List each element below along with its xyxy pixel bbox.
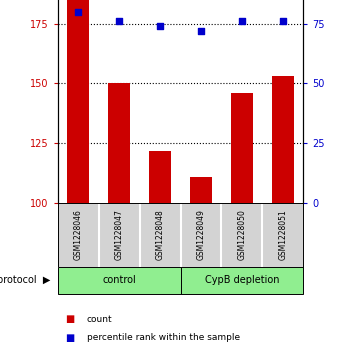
- Bar: [271, 76, 294, 203]
- Bar: [190, 177, 212, 203]
- Text: GSM1228046: GSM1228046: [74, 209, 83, 261]
- Bar: [58, 267, 180, 294]
- Text: GSM1228048: GSM1228048: [156, 210, 165, 260]
- Text: ■: ■: [65, 333, 74, 343]
- Point: [116, 18, 122, 24]
- Bar: [67, 0, 90, 203]
- Bar: [231, 93, 253, 203]
- Text: protocol  ▶: protocol ▶: [0, 276, 51, 285]
- Text: GSM1228050: GSM1228050: [238, 209, 246, 261]
- Point: [280, 18, 286, 24]
- Point: [75, 9, 81, 15]
- Point: [157, 23, 163, 29]
- Point: [198, 28, 204, 34]
- Bar: [180, 267, 303, 294]
- Bar: [108, 83, 130, 203]
- Text: ■: ■: [65, 314, 74, 325]
- Text: GSM1228049: GSM1228049: [196, 209, 205, 261]
- Point: [239, 18, 245, 24]
- Text: GSM1228047: GSM1228047: [115, 209, 123, 261]
- Text: count: count: [87, 315, 112, 324]
- Text: GSM1228051: GSM1228051: [278, 210, 287, 260]
- Text: CypB depletion: CypB depletion: [205, 276, 279, 285]
- Text: control: control: [102, 276, 136, 285]
- Text: percentile rank within the sample: percentile rank within the sample: [87, 333, 240, 342]
- Bar: [149, 151, 171, 203]
